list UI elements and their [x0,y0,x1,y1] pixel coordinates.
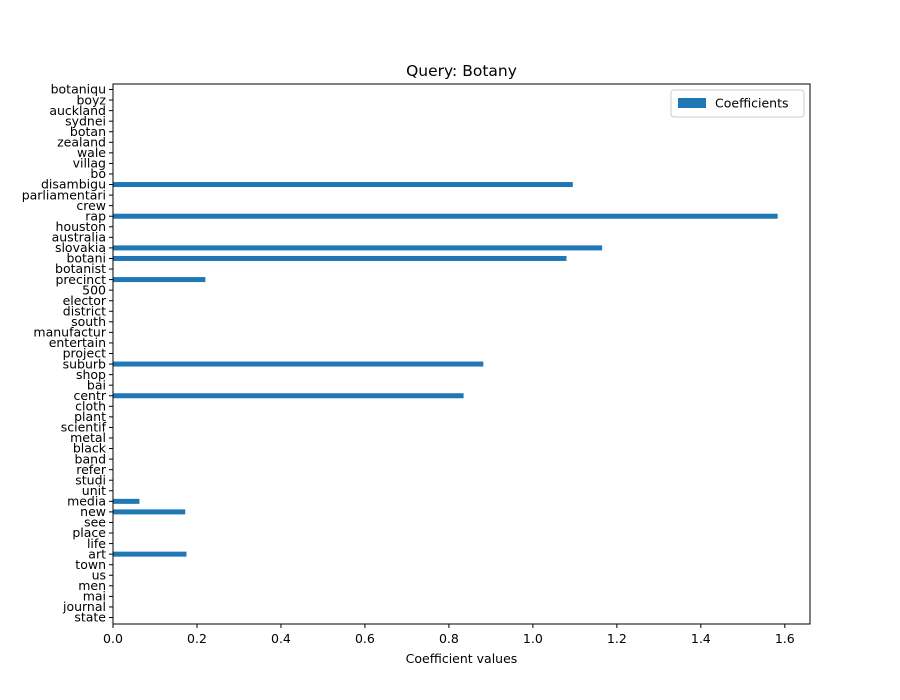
bar-media [113,498,140,504]
y-tick-label: crew [76,198,106,213]
y-tick-label: refer [76,462,107,477]
y-tick-label: bai [87,377,106,392]
x-axis-label: Coefficient values [406,651,518,666]
y-tick-label: suburb [63,356,106,371]
y-tick-label: parliamentari [22,187,106,202]
bars-group [113,182,778,557]
legend-box [670,89,805,118]
y-tick-label: see [84,515,106,530]
y-tick-label: district [63,303,106,318]
x-tick-label: 0.8 [439,631,459,646]
x-tick-label: 0.2 [187,631,207,646]
y-tick-label: entertain [49,335,106,350]
bar-suburb [113,361,484,367]
y-tick-label: botanist [55,261,106,276]
y-tick-label: disambigu [41,177,106,192]
x-tick-label: 0.4 [271,631,291,646]
x-tick-label: 1.0 [523,631,543,646]
x-tick-label: 1.2 [607,631,627,646]
bar-botani [113,255,567,261]
x-tick-label: 0.6 [355,631,375,646]
y-tick-label: us [92,567,106,582]
x-tick-label: 0.0 [103,631,123,646]
y-tick-label: art [88,546,106,561]
y-tick-label: slovakia [55,240,106,255]
bar-precinct [113,277,206,283]
legend: Coefficients [670,89,805,118]
y-tick-label: black [73,441,107,456]
y-tick-label: bo [90,166,106,181]
bar-centr [113,393,464,399]
y-tick-label: 500 [82,282,106,297]
y-tick-label: metal [70,430,106,445]
y-tick-label: studi [75,472,106,487]
y-tick-label: botaniqu [51,82,106,97]
y-tick-label: botan [70,124,106,139]
y-tick-label: rap [85,208,106,223]
y-tick-label: media [67,494,106,509]
legend-label: Coefficients [715,96,789,111]
y-tick-label: auckland [49,103,106,118]
y-tick-label: band [75,451,106,466]
y-tick-label: manufactur [33,325,106,340]
legend-swatch [678,98,706,108]
bar-slovakia [113,245,603,251]
bar-rap [113,213,778,219]
plot-frame [112,83,811,625]
y-tick-label: place [72,525,106,540]
y-tick-label: zealand [57,135,106,150]
y-tick-label: botani [66,251,106,266]
y-tick-label: boyz [76,92,106,107]
y-tick-label: south [71,314,106,329]
x-tick-label: 1.4 [691,631,711,646]
y-tick-label: unit [82,483,106,498]
y-tick-label: houston [56,219,106,234]
y-tick-label: men [78,578,106,593]
y-tick-label: mai [83,589,106,604]
y-tick-label: sydnei [65,113,106,128]
y-tick-label: life [87,536,106,551]
y-tick-label: journal [62,599,106,614]
y-tick-label: scientif [61,420,107,435]
y-tick-label: shop [76,367,106,382]
y-tick-label: town [75,557,106,572]
y-tick-label: project [63,346,106,361]
y-tick-label: cloth [75,399,106,414]
y-tick-label: wale [77,145,106,160]
y-tick-label: elector [63,293,107,308]
y-tick-label: precinct [55,272,106,287]
chart-title: Query: Botany [406,62,517,80]
bar-new [113,509,186,515]
y-tick-label: australia [52,230,106,245]
y-ticks-group: statejournalmaimenustownartlifeplaceseen… [22,82,113,625]
y-tick-label: plant [74,409,106,424]
y-tick-label: state [74,610,106,625]
bar-art [113,551,187,557]
bar-disambigu [113,182,573,188]
y-tick-label: centr [73,388,106,403]
y-tick-label: new [80,504,106,519]
x-tick-label: 1.6 [775,631,795,646]
x-ticks-group: 0.0 0.2 0.4 0.6 0.8 1.0 1.2 1.4 1.6 [103,624,795,646]
y-tick-label: villag [73,156,106,171]
